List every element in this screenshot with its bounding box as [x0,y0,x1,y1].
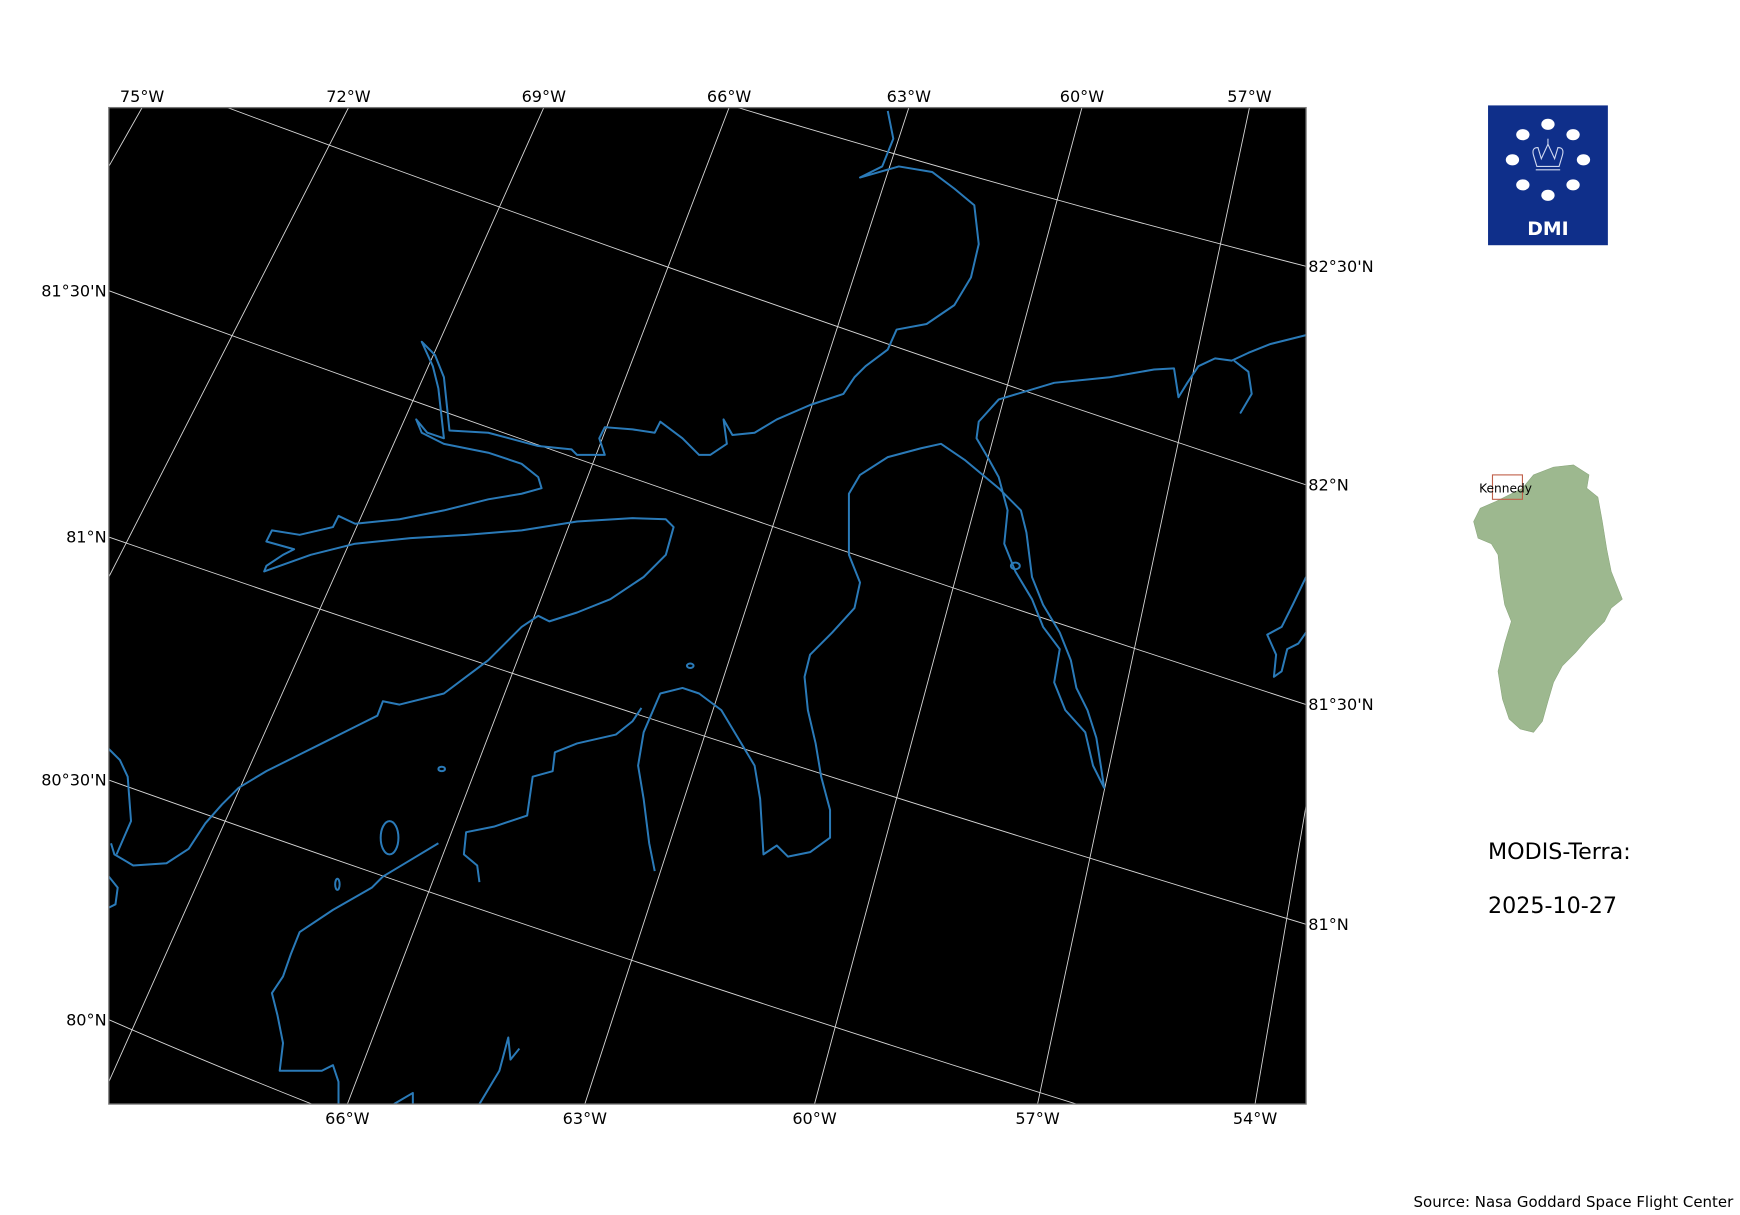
left-latitude-labels: 81°30'N 81°N 80°30'N 80°N [41,281,106,1029]
logo-dot [1505,154,1520,166]
parallel-line [108,1019,313,1105]
logo-dots [1505,118,1591,201]
bottom-longitude-labels: 66°W 63°W 60°W 57°W 54°W [325,1109,1277,1128]
map-border [108,106,1307,1105]
lat-label: 81°N [1308,915,1349,934]
logo-text: DMI [1527,218,1568,240]
meridian-line [108,107,143,167]
lon-label: 54°W [1233,1109,1277,1128]
lat-label: 80°N [66,1010,107,1029]
parallel-line [737,107,1307,267]
logo-dot [1541,118,1555,130]
meridian-line [1254,802,1307,1105]
meridian-line [584,107,910,1105]
greenland-land [1473,464,1623,733]
map-frame [108,107,1307,1105]
lat-label: 80°30'N [41,771,106,790]
lat-label: 81°30'N [1308,695,1373,714]
region-box [1491,474,1523,500]
lat-label: 82°N [1308,475,1349,494]
lon-label: 72°W [326,87,370,106]
coastlines [108,110,1307,1105]
lat-label: 82°30'N [1308,257,1373,276]
coastline [462,707,643,883]
coastline [1266,576,1307,678]
right-latitude-labels: 82°30'N 82°N 81°30'N 81°N [1308,257,1373,934]
coastline [637,334,1307,872]
logo-dot [1516,129,1530,141]
logo-dot [1541,189,1555,201]
lon-label: 60°W [1060,87,1104,106]
lon-label: 60°W [792,1109,836,1128]
logo-dot [1566,129,1580,141]
coastline [110,110,980,867]
greenland-inset-map: Kennedy [1473,464,1623,733]
logo-dot [1576,154,1591,166]
meridian-line [814,107,1083,1105]
meridian-line [346,107,730,1105]
lat-label: 81°N [66,528,107,547]
coastline [270,842,439,1105]
lon-label: 63°W [887,87,931,106]
dmi-logo: DMI [1488,105,1608,246]
island-coastline [437,765,447,773]
sensor-label: MODIS-Terra: [1488,839,1631,865]
lon-label: 63°W [563,1109,607,1128]
lon-label: 57°W [1227,87,1271,106]
meridian-line [108,107,545,1083]
logo-dot [1516,179,1530,191]
lon-label: 66°W [707,87,751,106]
coastline [108,875,119,909]
graticule [108,107,1307,1105]
date-label: 2025-10-27 [1488,893,1617,919]
lon-label: 75°W [120,87,164,106]
lon-label: 57°W [1015,1109,1059,1128]
coastline [478,1036,521,1105]
island-coastline [379,820,400,856]
meridian-line [1037,107,1250,1105]
source-credit: Source: Nasa Goddard Space Flight Center [1414,1193,1735,1211]
region-label: Kennedy [1479,482,1532,496]
coastline [1233,359,1253,414]
parallel-line [108,779,1077,1105]
parallel-line [108,290,1307,706]
parallel-line [227,107,1307,486]
coastline [108,748,133,855]
crown-icon [1532,138,1564,171]
coastline [393,1091,414,1105]
meridian-line [108,107,349,578]
top-longitude-labels: 75°W 72°W 69°W 66°W 63°W 60°W 57°W [120,87,1272,106]
island-coastline [334,877,341,891]
island-coastline [1009,561,1021,571]
parallel-line [108,536,1307,925]
logo-dot [1566,179,1580,191]
lon-label: 69°W [522,87,566,106]
lat-label: 81°30'N [41,281,106,300]
island-coastline [685,662,695,669]
lon-label: 66°W [325,1109,369,1128]
